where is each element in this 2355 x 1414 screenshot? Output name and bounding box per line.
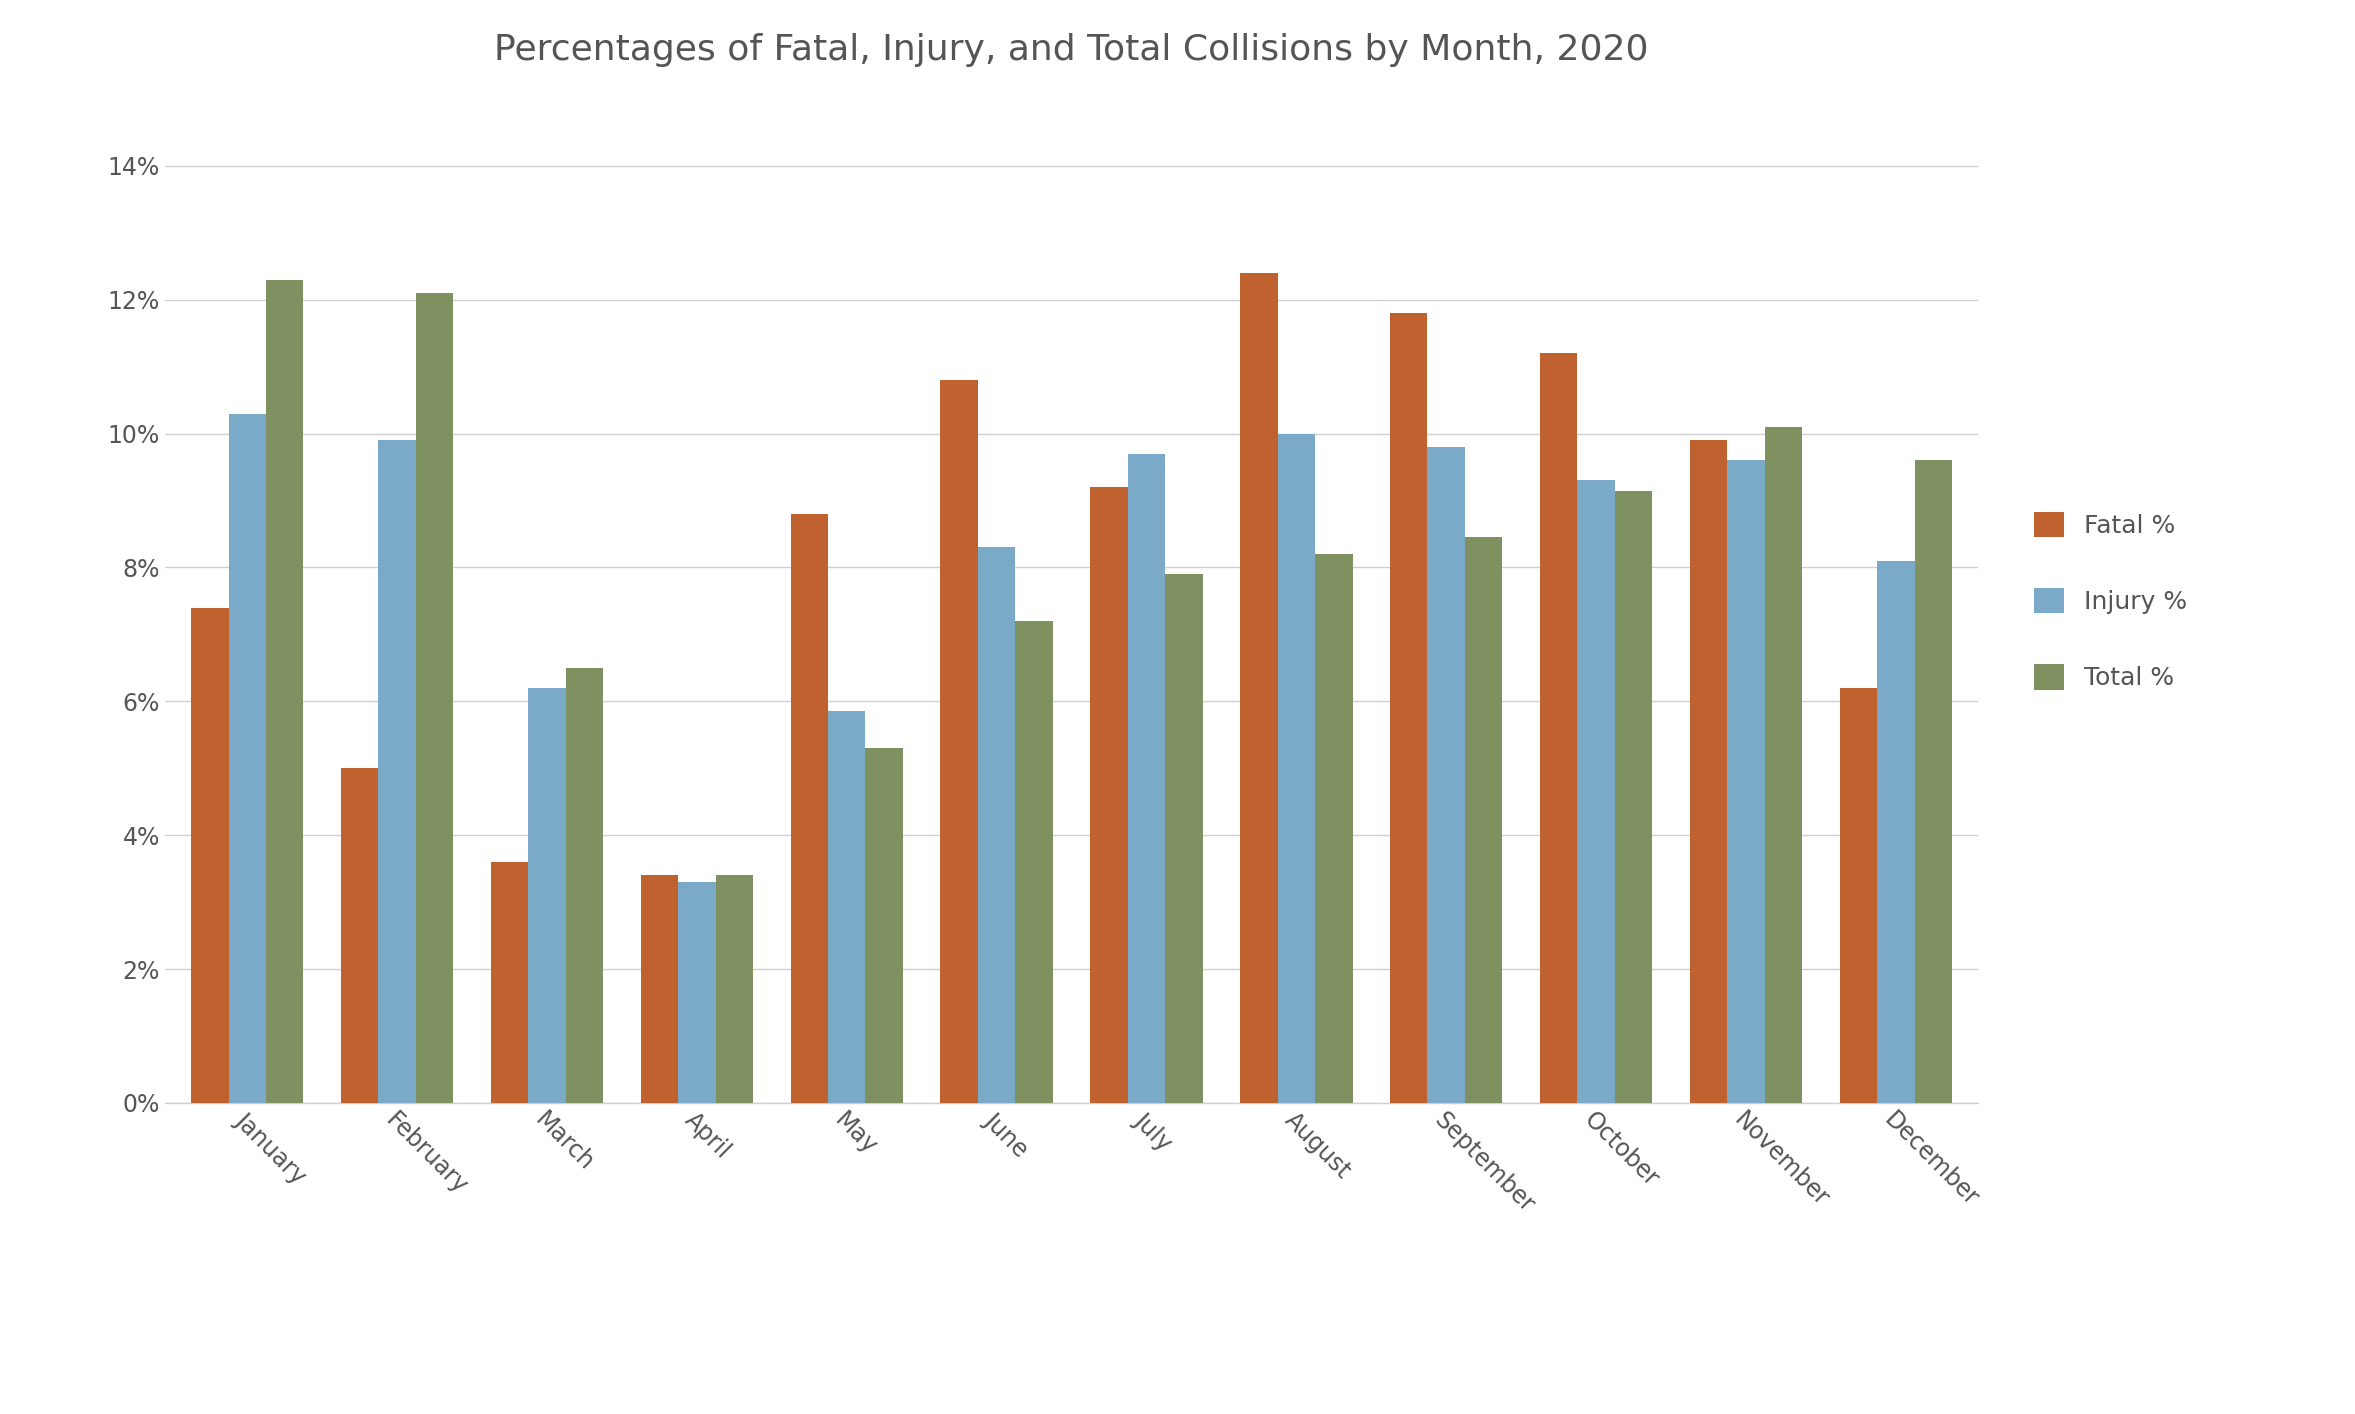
Bar (829, 711, 867, 1103)
Bar (417, 293, 455, 1103)
Bar (940, 380, 977, 1103)
Bar (1726, 461, 1764, 1103)
Bar (1279, 434, 1314, 1103)
Bar (641, 875, 678, 1103)
Bar (565, 667, 603, 1103)
Bar (1015, 621, 1053, 1103)
Bar (1465, 537, 1502, 1103)
Bar (1877, 561, 1915, 1103)
Bar (191, 608, 228, 1103)
Bar (1314, 554, 1352, 1103)
Bar (716, 875, 754, 1103)
Legend: Fatal %, Injury %, Total %: Fatal %, Injury %, Total % (2009, 486, 2211, 715)
Bar (1578, 481, 1616, 1103)
Bar (228, 413, 266, 1103)
Bar (791, 513, 829, 1103)
Bar (341, 768, 379, 1103)
Bar (977, 547, 1015, 1103)
Bar (1764, 427, 1802, 1103)
Bar (1540, 354, 1578, 1103)
Bar (1389, 312, 1427, 1103)
Bar (490, 863, 528, 1103)
Bar (1128, 454, 1166, 1103)
Bar (266, 280, 304, 1103)
Bar (1915, 461, 1952, 1103)
Bar (678, 882, 716, 1103)
Bar (1241, 273, 1279, 1103)
Bar (1090, 488, 1128, 1103)
Bar (528, 689, 565, 1103)
Bar (1166, 574, 1203, 1103)
Bar (1691, 440, 1726, 1103)
Bar (1616, 491, 1653, 1103)
Bar (867, 748, 902, 1103)
Title: Percentages of Fatal, Injury, and Total Collisions by Month, 2020: Percentages of Fatal, Injury, and Total … (495, 33, 1648, 66)
Bar (379, 440, 417, 1103)
Bar (1839, 689, 1877, 1103)
Bar (1427, 447, 1465, 1103)
